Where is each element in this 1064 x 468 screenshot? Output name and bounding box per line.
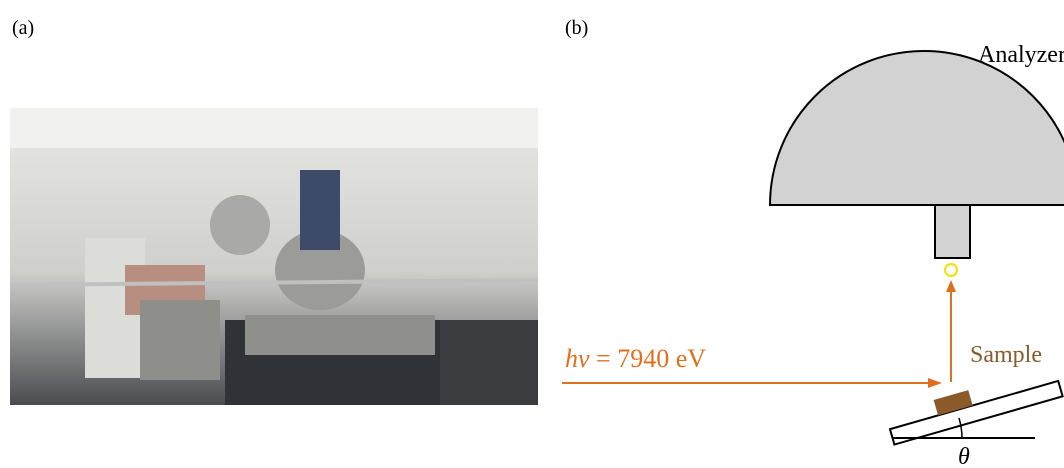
photon-symbol: hv	[565, 344, 590, 373]
arrow-head	[946, 280, 956, 292]
photon-label: hv = 7940 eV	[565, 344, 706, 373]
photon-energy: = 7940 eV	[596, 344, 706, 373]
sample-stage	[886, 366, 1063, 445]
panel-label: (a)	[12, 17, 34, 39]
analyzer-lens	[935, 205, 970, 258]
angle-label: θ	[958, 444, 970, 468]
focus-spot	[945, 264, 957, 276]
figure: (a) (b) Analyzer hv = 7940 eV Sample θ	[0, 0, 1064, 468]
photo	[10, 108, 538, 405]
analyzer-label: Analyzer	[978, 42, 1064, 68]
arrow-head	[928, 378, 942, 388]
analyzer-dome	[770, 51, 1064, 205]
sample-label: Sample	[970, 342, 1042, 368]
panel-label: (b)	[565, 17, 588, 39]
